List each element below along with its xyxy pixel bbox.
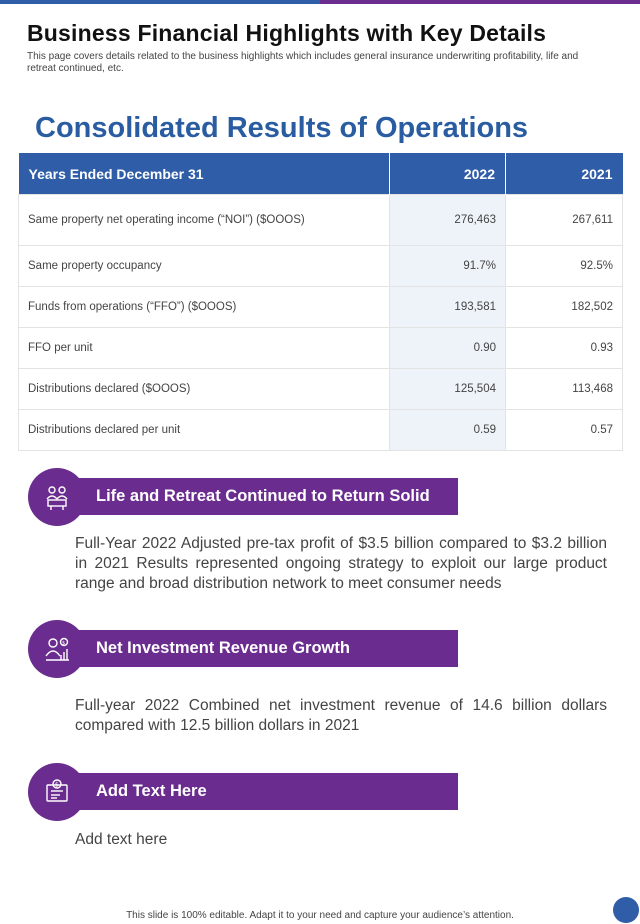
results-table: Years Ended December 31 2022 2021 Same p… [18, 153, 623, 451]
value-2021: 113,468 [505, 368, 623, 410]
value-2022: 91.7% [389, 245, 506, 287]
value-2022: 125,504 [389, 368, 506, 410]
column-header-label: Years Ended December 31 [18, 153, 390, 195]
value-2021: 0.93 [505, 327, 623, 369]
corner-decoration [613, 897, 639, 923]
page-subtitle: This page covers details related to the … [27, 51, 579, 74]
top-accent-bar [0, 0, 640, 4]
card-body-text: Full-Year 2022 Adjusted pre-tax profit o… [75, 535, 607, 592]
table-row: Same property occupancy 91.7% 92.5% [18, 245, 623, 287]
value-2022: 276,463 [389, 194, 506, 246]
card-heading: Add Text Here [96, 782, 207, 800]
top-accent-blue [0, 0, 320, 4]
table-row: Same property net operating income (“NOI… [18, 194, 623, 246]
table-header-row: Years Ended December 31 2022 2021 [18, 153, 623, 195]
card-body-text: Full-year 2022 Combined net investment r… [75, 697, 607, 734]
card-body-text: Add text here [75, 831, 168, 848]
value-2021: 182,502 [505, 286, 623, 328]
row-label: Same property occupancy [18, 245, 390, 287]
card-header-bar: Add Text Here [68, 773, 458, 810]
investor-growth-icon: $ [28, 620, 86, 678]
value-2022: 193,581 [389, 286, 506, 328]
row-label: FFO per unit [18, 327, 390, 369]
finance-report-icon: $ [28, 763, 86, 821]
column-header-2022: 2022 [389, 153, 506, 195]
card-header-bar: Net Investment Revenue Growth [68, 630, 458, 667]
value-2021: 267,611 [505, 194, 623, 246]
card-header-bar: Life and Retreat Continued to Return Sol… [68, 478, 458, 515]
svg-text:$: $ [62, 641, 65, 647]
table-row: Distributions declared per unit 0.59 0.5… [18, 409, 623, 451]
table-row: Distributions declared ($OOOS) 125,504 1… [18, 368, 623, 410]
svg-text:$: $ [55, 782, 59, 789]
value-2022: 0.90 [389, 327, 506, 369]
page-title: Business Financial Highlights with Key D… [27, 20, 547, 46]
card-heading: Life and Retreat Continued to Return Sol… [96, 487, 430, 505]
section-heading: Consolidated Results of Operations [35, 112, 529, 144]
row-label: Funds from operations (“FFO”) ($OOOS) [18, 286, 390, 328]
top-accent-purple [320, 0, 640, 4]
value-2022: 0.59 [389, 409, 506, 451]
footer-note: This slide is 100% editable. Adapt it to… [126, 910, 514, 921]
table-row: Funds from operations (“FFO”) ($OOOS) 19… [18, 286, 623, 328]
row-label: Distributions declared per unit [18, 409, 390, 451]
value-2021: 0.57 [505, 409, 623, 451]
table-row: FFO per unit 0.90 0.93 [18, 327, 623, 369]
row-label: Same property net operating income (“NOI… [18, 194, 390, 246]
column-header-2021: 2021 [505, 153, 623, 195]
card-heading: Net Investment Revenue Growth [96, 639, 350, 657]
team-meeting-icon [28, 468, 86, 526]
value-2021: 92.5% [505, 245, 623, 287]
row-label: Distributions declared ($OOOS) [18, 368, 390, 410]
